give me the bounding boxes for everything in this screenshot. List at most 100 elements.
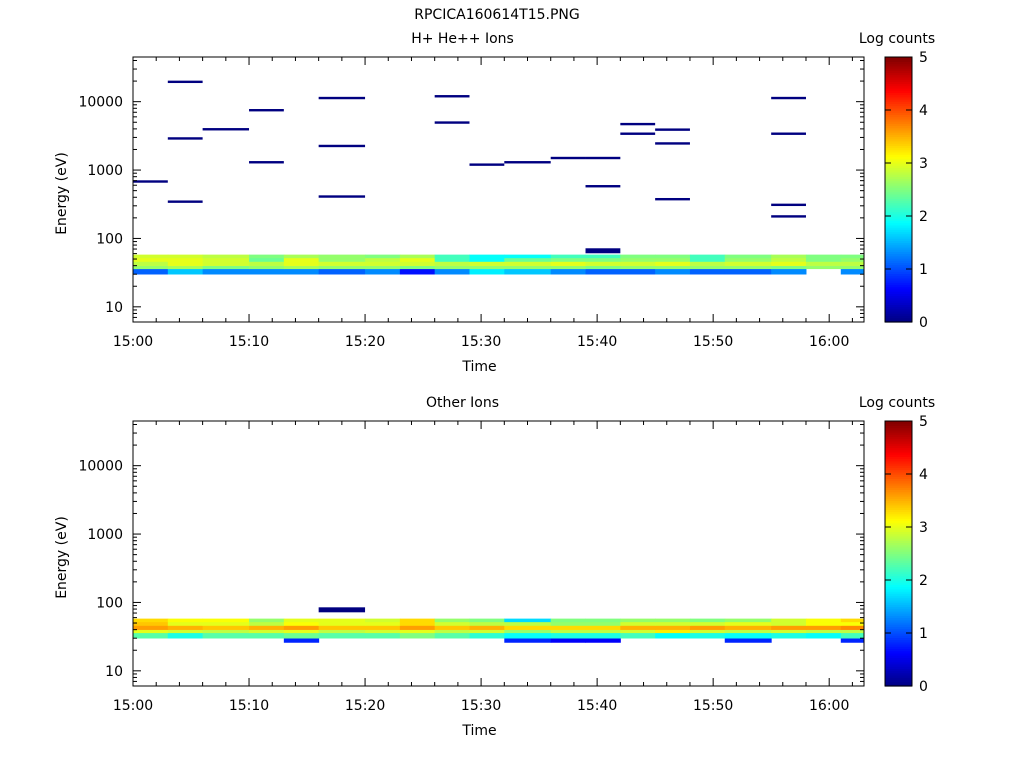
panel-title: H+ He++ Ions bbox=[411, 31, 514, 47]
heatmap-cell bbox=[249, 265, 285, 270]
heatmap-cell bbox=[283, 261, 320, 266]
colorbar-swatch bbox=[885, 608, 912, 612]
heatmap-cell bbox=[283, 629, 320, 634]
colorbar-swatch bbox=[885, 235, 912, 239]
heatmap-cell bbox=[365, 265, 401, 270]
heatmap-cell bbox=[655, 625, 691, 630]
x-tick-label: 15:40 bbox=[577, 698, 617, 714]
heatmap-cell bbox=[202, 629, 250, 634]
colorbar-swatch bbox=[885, 425, 912, 429]
heatmap-cell bbox=[283, 621, 320, 626]
colorbar-swatch bbox=[885, 644, 912, 647]
colorbar-swatch bbox=[885, 110, 912, 113]
colorbar-swatch bbox=[885, 251, 912, 255]
colorbar-swatch bbox=[885, 573, 912, 577]
colorbar-swatch bbox=[885, 633, 912, 636]
colorbar-swatch bbox=[885, 681, 912, 685]
colorbar-swatch bbox=[885, 114, 912, 118]
colorbar-swatch bbox=[885, 255, 912, 259]
colorbar-swatch bbox=[885, 90, 912, 93]
heatmap-cell bbox=[724, 265, 772, 270]
heatmap-cell bbox=[365, 618, 401, 623]
heatmap-cell bbox=[365, 268, 401, 275]
colorbar-swatch bbox=[885, 683, 912, 687]
colorbar-swatch bbox=[885, 313, 912, 316]
colorbar-swatch bbox=[885, 591, 912, 594]
heatmap-cell bbox=[550, 629, 587, 634]
colorbar-swatch bbox=[885, 280, 912, 283]
colorbar-swatch bbox=[885, 564, 912, 568]
colorbar-swatch bbox=[885, 454, 912, 457]
colorbar-swatch bbox=[885, 666, 912, 669]
heatmap-cell bbox=[724, 261, 772, 266]
colorbar-swatch bbox=[885, 260, 912, 263]
colorbar-swatch bbox=[885, 520, 912, 524]
colorbar-swatch bbox=[885, 635, 912, 639]
colorbar-swatch bbox=[885, 266, 912, 270]
colorbar-swatch bbox=[885, 129, 912, 133]
colorbar-swatch bbox=[885, 273, 912, 277]
colorbar-label: Log counts bbox=[859, 395, 935, 411]
colorbar-swatch bbox=[885, 295, 912, 299]
colorbar-swatch bbox=[885, 182, 912, 186]
heatmap-cell bbox=[249, 629, 285, 634]
colorbar-tick-label: 1 bbox=[919, 626, 928, 642]
heatmap-cell bbox=[805, 261, 842, 266]
colorbar-swatch bbox=[885, 264, 912, 268]
colorbar-swatch bbox=[885, 94, 912, 98]
colorbar-swatch bbox=[885, 595, 912, 599]
heatmap-cell bbox=[504, 629, 552, 634]
heatmap-cell bbox=[504, 638, 552, 643]
colorbar-swatch bbox=[885, 85, 912, 89]
colorbar-swatch bbox=[885, 68, 912, 71]
colorbar-swatch bbox=[885, 174, 912, 177]
heatmap-cell bbox=[724, 632, 772, 639]
colorbar-swatch bbox=[885, 491, 912, 495]
colorbar-swatch bbox=[885, 204, 912, 208]
colorbar-swatch bbox=[885, 471, 912, 475]
heatmap-cell bbox=[399, 254, 436, 259]
colorbar-swatch bbox=[885, 599, 912, 603]
heatmap-cell bbox=[655, 629, 691, 634]
heatmap-cell bbox=[283, 254, 320, 259]
colorbar-swatch bbox=[885, 493, 912, 497]
x-axis: 15:00 15:10 15:20 15:30 15:40 15:50 16:00 bbox=[113, 421, 853, 714]
heatmap-cell bbox=[585, 265, 621, 270]
colorbar-swatch bbox=[885, 269, 912, 272]
colorbar-swatch bbox=[885, 72, 912, 76]
colorbar-swatch bbox=[885, 176, 912, 180]
y-tick-label: 100 bbox=[96, 231, 123, 247]
heatmap-cell bbox=[550, 268, 587, 275]
heatmap-cell bbox=[469, 265, 505, 270]
count-mark bbox=[655, 197, 690, 201]
colorbar-swatch bbox=[885, 76, 912, 80]
plot-frame bbox=[132, 420, 865, 687]
heatmap-cell bbox=[655, 268, 691, 275]
colorbar-tick-label: 2 bbox=[919, 209, 928, 225]
heatmap-cell bbox=[434, 261, 470, 266]
heatmap-cell bbox=[550, 265, 587, 270]
heatmap-cell bbox=[318, 625, 366, 630]
heatmap-cell bbox=[655, 257, 691, 262]
heatmap-cell bbox=[318, 257, 366, 262]
count-mark bbox=[771, 215, 806, 218]
x-axis: 15:00 15:10 15:20 15:30 15:40 15:50 16:00 bbox=[113, 57, 853, 350]
heatmap-cell bbox=[620, 261, 656, 266]
heatmap-cell bbox=[504, 621, 552, 626]
colorbar-swatch bbox=[885, 432, 912, 435]
count-mark bbox=[655, 128, 690, 131]
y-tick-label: 100 bbox=[96, 595, 123, 611]
colorbar-swatch bbox=[885, 187, 912, 191]
colorbar-swatch bbox=[885, 659, 912, 663]
colorbar-swatch bbox=[885, 158, 912, 162]
colorbar-swatch bbox=[885, 271, 912, 275]
colorbar-swatch bbox=[885, 306, 912, 310]
colorbar-tick-label: 3 bbox=[919, 156, 928, 172]
y-tick-label: 10 bbox=[105, 300, 123, 316]
colorbar-swatch bbox=[885, 604, 912, 608]
colorbar-swatch bbox=[885, 207, 912, 210]
heatmap-cell bbox=[724, 621, 772, 626]
heatmap-cell bbox=[249, 268, 285, 275]
colorbar-swatch bbox=[885, 467, 912, 471]
heatmap-cell bbox=[724, 254, 772, 259]
